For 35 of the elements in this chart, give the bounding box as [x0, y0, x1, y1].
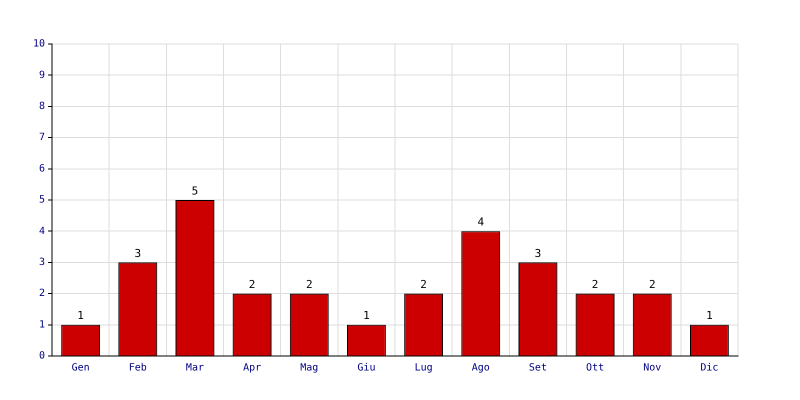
y-tick-label: 0	[39, 350, 46, 362]
data-label: 2	[648, 278, 656, 291]
data-label: 3	[134, 246, 142, 260]
data-label: 1	[706, 309, 713, 322]
data-label: 2	[420, 278, 427, 291]
x-tick-label: Dic	[700, 362, 718, 374]
data-label: 4	[477, 216, 484, 229]
x-tick-label: Ott	[586, 362, 604, 374]
x-tick-label: Lug	[414, 362, 433, 374]
y-tick-label: 3	[39, 256, 46, 268]
data-label: 1	[77, 309, 84, 322]
y-tick-label: 8	[39, 100, 46, 112]
y-tick-label: 1	[39, 319, 46, 330]
y-tick-label: 10	[32, 38, 46, 50]
x-tick-label: Ago	[472, 362, 490, 374]
data-label: 1	[363, 309, 370, 322]
x-tick-label: Giu	[357, 362, 376, 374]
x-tick-label: Set	[528, 362, 547, 374]
y-tick-label: 6	[39, 163, 46, 174]
x-tick-label: Mar	[186, 362, 204, 374]
y-tick-label: 4	[39, 226, 46, 237]
data-label: 2	[248, 278, 256, 291]
y-tick-label: 9	[39, 70, 46, 81]
data-label: 2	[306, 278, 313, 291]
data-label: 2	[592, 278, 598, 291]
y-tick-label: 5	[39, 194, 46, 206]
x-tick-label: Mag	[300, 362, 318, 374]
x-tick-label: Apr	[243, 362, 262, 374]
x-tick-label: Nov	[643, 362, 662, 374]
x-tick-label: Gen	[72, 362, 90, 374]
data-label: 5	[192, 184, 198, 198]
data-label: 3	[534, 246, 542, 260]
x-tick-label: Feb	[128, 362, 147, 374]
y-tick-label: 2	[39, 288, 46, 300]
y-tick-label: 7	[39, 132, 46, 144]
